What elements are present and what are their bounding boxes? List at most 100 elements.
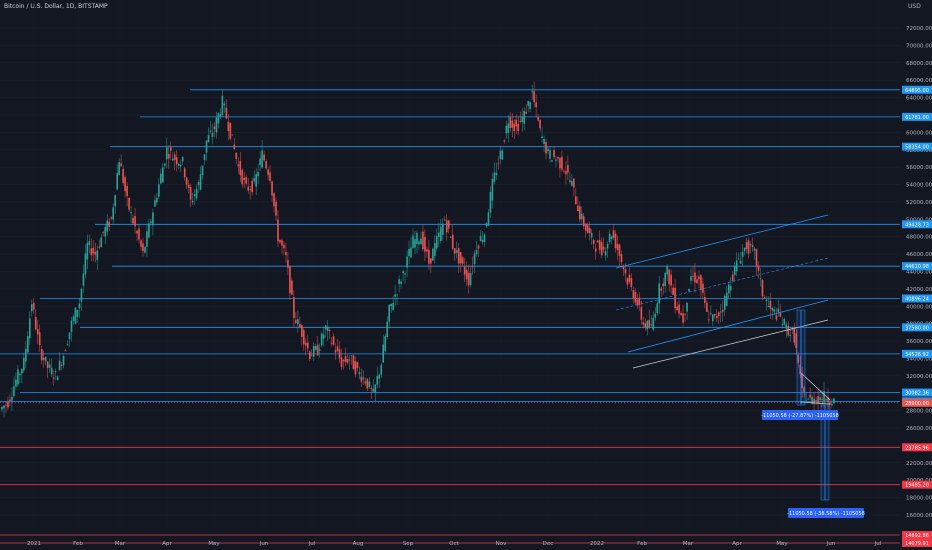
candle-body (334, 350, 337, 353)
candle-body (187, 184, 190, 189)
candle-body (271, 181, 273, 196)
candle-body (606, 244, 609, 249)
x-tick-label: Jun (259, 541, 269, 547)
candle-body (694, 272, 696, 283)
x-tick-label: Sep (403, 541, 414, 547)
measure-label-bg (762, 410, 838, 420)
level-label-bg (902, 220, 932, 229)
candle-body (344, 356, 347, 362)
candle-body (459, 252, 462, 264)
candle-body (90, 248, 93, 256)
candle-body (306, 342, 309, 349)
candle-body (533, 91, 535, 103)
candle-body (62, 355, 65, 366)
x-tick-label: Jul (874, 541, 882, 547)
candle-body (48, 364, 51, 368)
level-label: 19485.20 (905, 483, 929, 489)
measure-label-bg (788, 508, 864, 518)
candle-body (436, 236, 438, 249)
candle-body (481, 239, 484, 242)
candle-body (118, 162, 120, 175)
candle-body (406, 256, 408, 268)
candle-body (725, 292, 728, 306)
time-axis: 2021 Feb Mar Apr May Jun Jul Aug Sep Oct Nov Dec 202… (27, 541, 882, 547)
candle-body (652, 317, 655, 330)
candle-body (463, 266, 466, 275)
candle-body (318, 349, 321, 351)
candle-body (312, 346, 315, 357)
candle-body (332, 336, 335, 345)
candle-body (608, 233, 611, 243)
candle-body (630, 278, 633, 288)
candle-body (565, 171, 567, 175)
candle-body (386, 321, 389, 338)
candle-body (529, 102, 531, 110)
candle-body (600, 241, 603, 256)
candle-body (767, 305, 770, 308)
candle-body (17, 369, 19, 385)
y-tick-label: 34000.00 (906, 356, 932, 362)
current-price-label-bg (902, 398, 932, 407)
x-tick-label: Nov (496, 541, 507, 547)
candle-body (162, 167, 164, 183)
candle-body (509, 117, 512, 128)
candle-body (793, 328, 796, 343)
candle-body (420, 238, 422, 245)
candle-body (400, 281, 402, 284)
candle-body (706, 302, 708, 313)
candle-body (328, 330, 331, 332)
candle-body (21, 369, 23, 374)
candle-body (602, 246, 605, 250)
candle-body (426, 249, 428, 252)
candle-body (618, 244, 621, 256)
y-tick-label: 40000.00 (906, 304, 932, 310)
x-tick-label: Apr (732, 541, 742, 547)
candle-body (299, 324, 301, 328)
candle-body (241, 169, 244, 185)
candle-body (211, 132, 214, 138)
candle-body (237, 164, 240, 167)
candle-body (15, 379, 17, 387)
candle-body (239, 161, 242, 176)
candle-body (690, 276, 692, 281)
candle-body (322, 334, 325, 339)
candle-body (719, 311, 722, 313)
candle-body (219, 113, 222, 117)
candle-body (283, 244, 285, 249)
candle-body (189, 187, 192, 200)
candle-body (461, 257, 464, 264)
candle-body (58, 360, 61, 370)
candle-body (44, 356, 47, 362)
candle-body (267, 169, 269, 175)
candle-body (82, 273, 85, 286)
candle-body (320, 333, 323, 346)
candle-body (737, 258, 740, 260)
candle-body (710, 313, 712, 315)
candle-body (797, 354, 800, 363)
candle-body (773, 309, 776, 312)
level-label: 58354.00 (905, 145, 929, 151)
x-tick-label: Aug (353, 541, 364, 547)
candle-body (376, 376, 379, 385)
candle-body (142, 243, 144, 251)
x-tick-label: Apr (162, 541, 172, 547)
candle-body (273, 193, 275, 207)
level-label: 49428.73 (905, 222, 929, 228)
candle-body (257, 171, 259, 177)
candle-body (559, 157, 561, 169)
candle-body (66, 344, 69, 346)
y-tick-label: 36000.00 (906, 339, 932, 345)
level-label-bg (902, 539, 932, 547)
candle-body (136, 230, 138, 234)
level-labels: 64895.00 61781.00 58354.00 49428.73 44610.98… (761, 85, 932, 547)
candle-body (32, 302, 35, 310)
candle-body (308, 351, 311, 360)
candle-body (74, 307, 77, 324)
candle-body (126, 186, 128, 197)
candle-body (330, 342, 333, 344)
candle-body (132, 217, 134, 224)
candle-body (424, 236, 426, 252)
candle-body (817, 396, 819, 404)
candle-body (479, 236, 482, 241)
